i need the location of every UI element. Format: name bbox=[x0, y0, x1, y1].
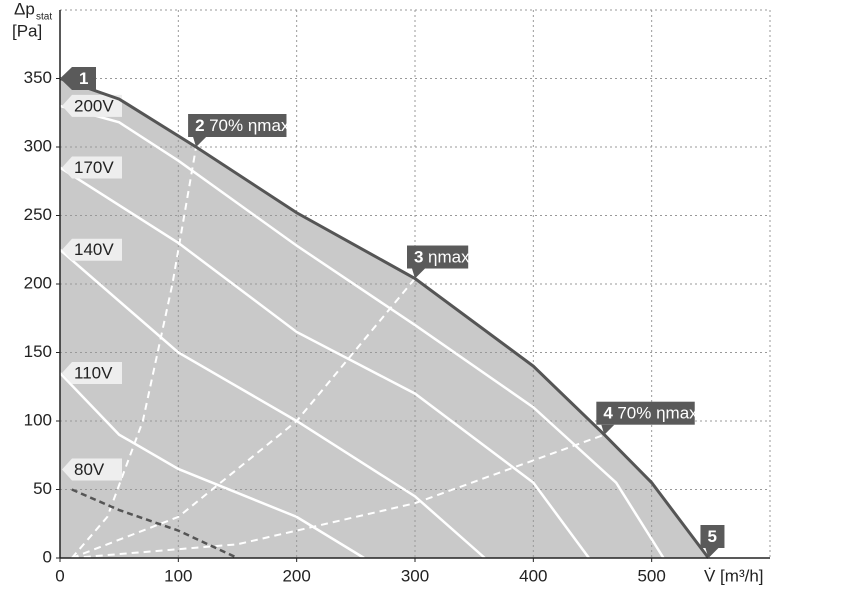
y-tick-label: 200 bbox=[24, 273, 52, 292]
operating-point: 3 ηmax bbox=[407, 245, 470, 279]
point-tag bbox=[72, 67, 96, 90]
y-tick-label: 150 bbox=[24, 342, 52, 361]
x-tick-label: 100 bbox=[164, 566, 192, 585]
system-curve bbox=[71, 146, 198, 559]
legend-tag bbox=[62, 362, 122, 385]
operating-point: 4 70% ηmax bbox=[596, 401, 698, 435]
x-axis-label: V̇ [m³/h] bbox=[704, 566, 764, 585]
point-number: 5 bbox=[707, 527, 716, 546]
point-number: 3 bbox=[414, 248, 423, 267]
y-axis-label-sub: stat bbox=[36, 12, 52, 23]
y-tick-label: 300 bbox=[24, 136, 52, 155]
fan-curve bbox=[59, 104, 665, 559]
y-tick-label: 350 bbox=[24, 68, 52, 87]
legend-label: 170V bbox=[74, 158, 114, 177]
fan-curve bbox=[71, 488, 239, 560]
x-tick-label: 500 bbox=[637, 566, 665, 585]
x-tick-label: 300 bbox=[401, 566, 429, 585]
y-axis-label: Δp bbox=[14, 0, 35, 18]
operating-point: 1 bbox=[60, 67, 96, 90]
legend-label: 140V bbox=[74, 240, 114, 259]
legend-label: 110V bbox=[74, 364, 113, 383]
point-tag bbox=[407, 245, 469, 269]
fan-curve bbox=[59, 248, 486, 559]
point-label: ηmax bbox=[428, 248, 470, 267]
system-curve bbox=[71, 433, 605, 559]
point-pointer bbox=[412, 268, 425, 279]
point-pointer bbox=[705, 548, 719, 558]
point-tag bbox=[596, 401, 695, 425]
point-tag bbox=[188, 114, 287, 137]
operating-point: 2 70% ηmax bbox=[188, 114, 290, 147]
x-tick-label: 0 bbox=[55, 566, 64, 585]
fan-curve bbox=[59, 166, 590, 559]
fan-curve bbox=[59, 372, 365, 560]
y-tick-label: 100 bbox=[24, 410, 52, 429]
operating-area bbox=[60, 78, 709, 558]
y-axis-unit: [Pa] bbox=[12, 21, 42, 40]
y-tick-label: 0 bbox=[43, 547, 52, 566]
point-label: 70% ηmax bbox=[209, 116, 290, 135]
point-tag bbox=[700, 525, 725, 548]
point-number: 4 bbox=[603, 404, 613, 423]
legend-tag bbox=[62, 238, 122, 261]
legend-label: 200V bbox=[74, 96, 114, 115]
point-label: 70% ηmax bbox=[617, 404, 698, 423]
legend-tag bbox=[62, 156, 122, 179]
legend-tag bbox=[62, 94, 122, 117]
legend-label: 80V bbox=[74, 460, 105, 479]
operating-point: 5 bbox=[700, 525, 725, 558]
point-pointer bbox=[60, 67, 72, 90]
y-tick-label: 50 bbox=[33, 479, 52, 498]
x-tick-label: 400 bbox=[519, 566, 547, 585]
y-tick-label: 250 bbox=[24, 205, 52, 224]
x-tick-label: 200 bbox=[282, 566, 310, 585]
point-pointer bbox=[601, 424, 615, 435]
legend-tag bbox=[62, 458, 122, 481]
point-number: 2 bbox=[195, 116, 204, 135]
point-number: 1 bbox=[79, 69, 88, 88]
point-pointer bbox=[193, 137, 207, 147]
